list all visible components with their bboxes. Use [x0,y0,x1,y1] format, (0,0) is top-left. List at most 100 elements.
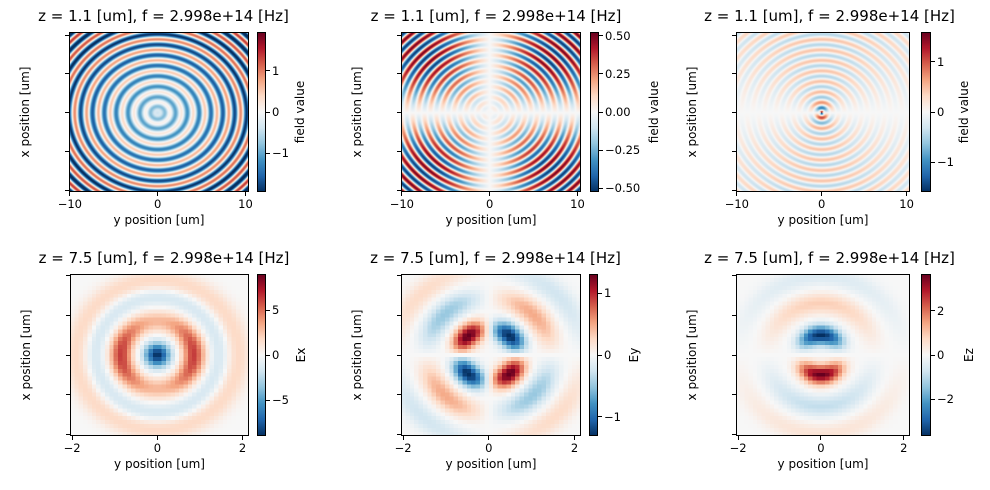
colorbar-tick-mark [266,70,270,72]
x-tick-mark [244,192,246,196]
chart-title: z = 1.1 [um], f = 2.998e+14 [Hz] [38,7,289,25]
x-axis-label: y position [um] [445,213,537,227]
colorbar-tick-mark [931,61,935,63]
colorbar-tick-mark [931,398,935,400]
y-tick-mark [65,34,69,36]
y-tick-mark [732,314,736,316]
colorbar-tick-mark [931,354,935,356]
heatmap [401,274,581,436]
x-tick-label: 0 [154,197,162,211]
x-tick-mark [489,192,491,196]
y-tick-mark [66,394,70,395]
x-tick-mark [402,436,404,440]
x-tick-mark [906,192,908,196]
colorbar-tick-label: 1 [604,286,612,301]
y-tick-mark [397,354,401,356]
colorbar-tick-mark [598,292,602,294]
colorbar-tick-label: −0.25 [605,143,641,158]
x-tick-label: 0 [485,441,493,455]
y-axis-label: x position [um] [350,66,364,158]
y-tick-mark [397,73,401,75]
y-tick-mark [397,394,401,395]
chart-title: z = 7.5 [um], f = 2.998e+14 [Hz] [704,249,955,267]
colorbar-tick-label: 0.00 [605,105,631,119]
y-tick-mark [732,354,736,356]
colorbar-tick-label: 5 [272,303,280,317]
y-tick-mark [397,34,401,36]
colorbar-tick-mark [266,399,270,401]
y-tick-mark [397,112,401,114]
x-tick-mark [69,192,71,196]
colorbar-tick-mark [266,354,270,356]
colorbar-tick-label: 0 [604,348,612,362]
colorbar-tick-label: −2 [937,392,954,407]
y-tick-mark [732,189,736,191]
y-tick-mark [66,314,70,316]
y-tick-mark [65,189,69,191]
y-axis-label: x position [um] [18,66,32,158]
x-tick-label: 10 [570,197,585,211]
colorbar-tick-label: 0 [937,348,945,362]
x-axis-label: y position [um] [777,457,869,471]
colorbar-tick-label: 2 [937,303,945,318]
x-tick-mark [576,192,578,196]
colorbar-tick-mark [931,111,935,113]
colorbar-label: field value [957,80,971,144]
x-tick-mark [157,192,159,196]
colorbar-label: Ez [962,348,976,362]
x-axis-label: y position [um] [114,457,205,471]
x-axis-label: y position [um] [445,457,537,471]
colorbar-tick-label: 1 [937,54,945,69]
colorbar-label: Ey [627,347,641,363]
colorbar-tick-mark [266,111,270,113]
x-tick-label: 10 [899,197,914,211]
y-axis-label: x position [um] [19,309,33,401]
y-tick-mark [65,73,69,75]
x-tick-mark [71,436,73,440]
x-tick-label: 2 [900,441,908,455]
heatmap [69,32,249,192]
heatmap [70,274,249,436]
colorbar-tick-label: −1 [937,155,954,170]
x-tick-label: −2 [394,441,412,455]
x-tick-label: 0 [153,441,162,455]
x-tick-label: 10 [238,197,253,211]
colorbar-tick-mark [599,187,603,189]
x-tick-label: −2 [63,441,81,455]
y-tick-mark [397,189,401,191]
x-tick-label: 2 [238,441,247,455]
colorbar-tick-label: −1 [604,409,621,424]
colorbar-label: field value [293,80,307,144]
x-tick-label: −10 [724,197,749,211]
x-axis-label: y position [um] [113,213,205,227]
x-tick-mark [401,192,403,196]
colorbar-tick-label: −1 [272,146,289,161]
x-tick-mark [736,192,738,196]
y-tick-mark [66,275,70,277]
colorbar-tick-label: 0 [937,105,945,119]
colorbar [921,274,931,436]
colorbar-tick-mark [599,149,603,151]
y-tick-mark [732,151,736,153]
colorbar-tick-label: 0 [272,348,280,362]
y-axis-label: x position [um] [350,309,364,401]
x-tick-label: 0 [818,197,826,211]
colorbar-tick-label: 0.50 [605,28,631,43]
colorbar-label: field value [647,80,661,144]
x-tick-mark [903,436,905,440]
colorbar [257,32,266,192]
colorbar-tick-mark [266,152,270,154]
colorbar-label: Ex [294,347,308,363]
colorbar [590,32,599,192]
x-tick-mark [737,436,739,440]
y-tick-mark [732,394,736,395]
heatmap [401,32,581,192]
chart-title: z = 1.1 [um], f = 2.998e+14 [Hz] [370,7,622,25]
colorbar-tick-mark [598,354,602,356]
colorbar-tick-label: 1 [272,63,280,78]
colorbar [257,274,266,436]
x-tick-label: −10 [389,197,415,211]
heatmap [736,274,910,436]
y-tick-mark [397,433,401,435]
